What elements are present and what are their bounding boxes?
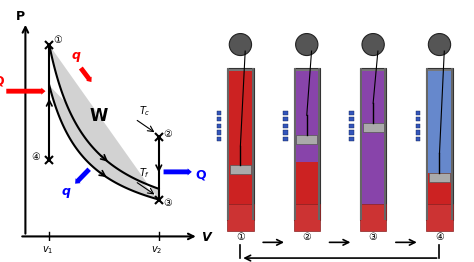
Text: V: V	[201, 231, 210, 244]
Bar	[217, 117, 221, 121]
Circle shape	[362, 34, 384, 56]
Text: ③: ③	[369, 232, 377, 242]
Bar	[349, 137, 354, 141]
Bar	[416, 111, 420, 115]
Text: $v_2$: $v_2$	[151, 244, 163, 256]
Bar	[363, 123, 384, 132]
Bar	[283, 124, 288, 128]
Bar	[217, 124, 221, 128]
Bar	[293, 68, 296, 220]
Bar	[283, 117, 288, 121]
Bar	[349, 111, 354, 115]
Bar	[217, 111, 221, 115]
Bar	[429, 173, 450, 182]
Text: ③: ③	[163, 198, 172, 209]
Bar	[230, 165, 251, 174]
Bar	[426, 204, 453, 231]
Bar	[426, 68, 428, 220]
Bar	[227, 68, 229, 220]
Text: P: P	[16, 10, 25, 23]
Bar	[384, 68, 386, 220]
Text: ①: ①	[53, 35, 62, 45]
Bar	[360, 204, 386, 231]
Bar	[360, 68, 386, 220]
Bar	[283, 137, 288, 141]
Bar	[416, 130, 420, 134]
Bar	[318, 68, 320, 220]
Text: Q: Q	[196, 169, 206, 182]
Bar	[283, 111, 288, 115]
Text: ④: ④	[31, 152, 40, 162]
Bar	[296, 71, 318, 162]
Bar	[293, 68, 320, 220]
Bar	[349, 117, 354, 121]
Bar	[283, 130, 288, 134]
Bar	[217, 130, 221, 134]
Text: q: q	[61, 185, 70, 198]
Bar	[451, 68, 453, 220]
Bar	[227, 204, 254, 231]
Bar	[360, 68, 362, 220]
Bar	[252, 68, 254, 220]
Text: $T_c$: $T_c$	[139, 104, 150, 118]
Bar	[416, 137, 420, 141]
Bar	[293, 204, 320, 231]
Circle shape	[428, 34, 451, 56]
Text: ②: ②	[302, 232, 311, 242]
Bar	[426, 68, 453, 220]
Bar	[428, 173, 451, 217]
Text: q: q	[71, 49, 80, 62]
Circle shape	[296, 34, 318, 56]
Bar	[349, 130, 354, 134]
Bar	[428, 71, 451, 173]
Text: ①: ①	[236, 232, 245, 242]
Text: Q: Q	[0, 74, 4, 87]
Bar	[349, 124, 354, 128]
Polygon shape	[49, 45, 159, 200]
Bar	[227, 68, 254, 220]
Bar	[217, 137, 221, 141]
Bar	[229, 71, 252, 217]
Text: W: W	[90, 107, 108, 125]
Text: ④: ④	[435, 232, 444, 242]
Text: $T_f$: $T_f$	[139, 166, 150, 180]
Circle shape	[229, 34, 252, 56]
Bar	[362, 71, 384, 217]
Text: ②: ②	[163, 129, 172, 139]
Bar	[416, 117, 420, 121]
Bar	[416, 124, 420, 128]
Bar	[296, 162, 318, 217]
Text: $v_1$: $v_1$	[42, 244, 53, 256]
Bar	[296, 135, 318, 144]
